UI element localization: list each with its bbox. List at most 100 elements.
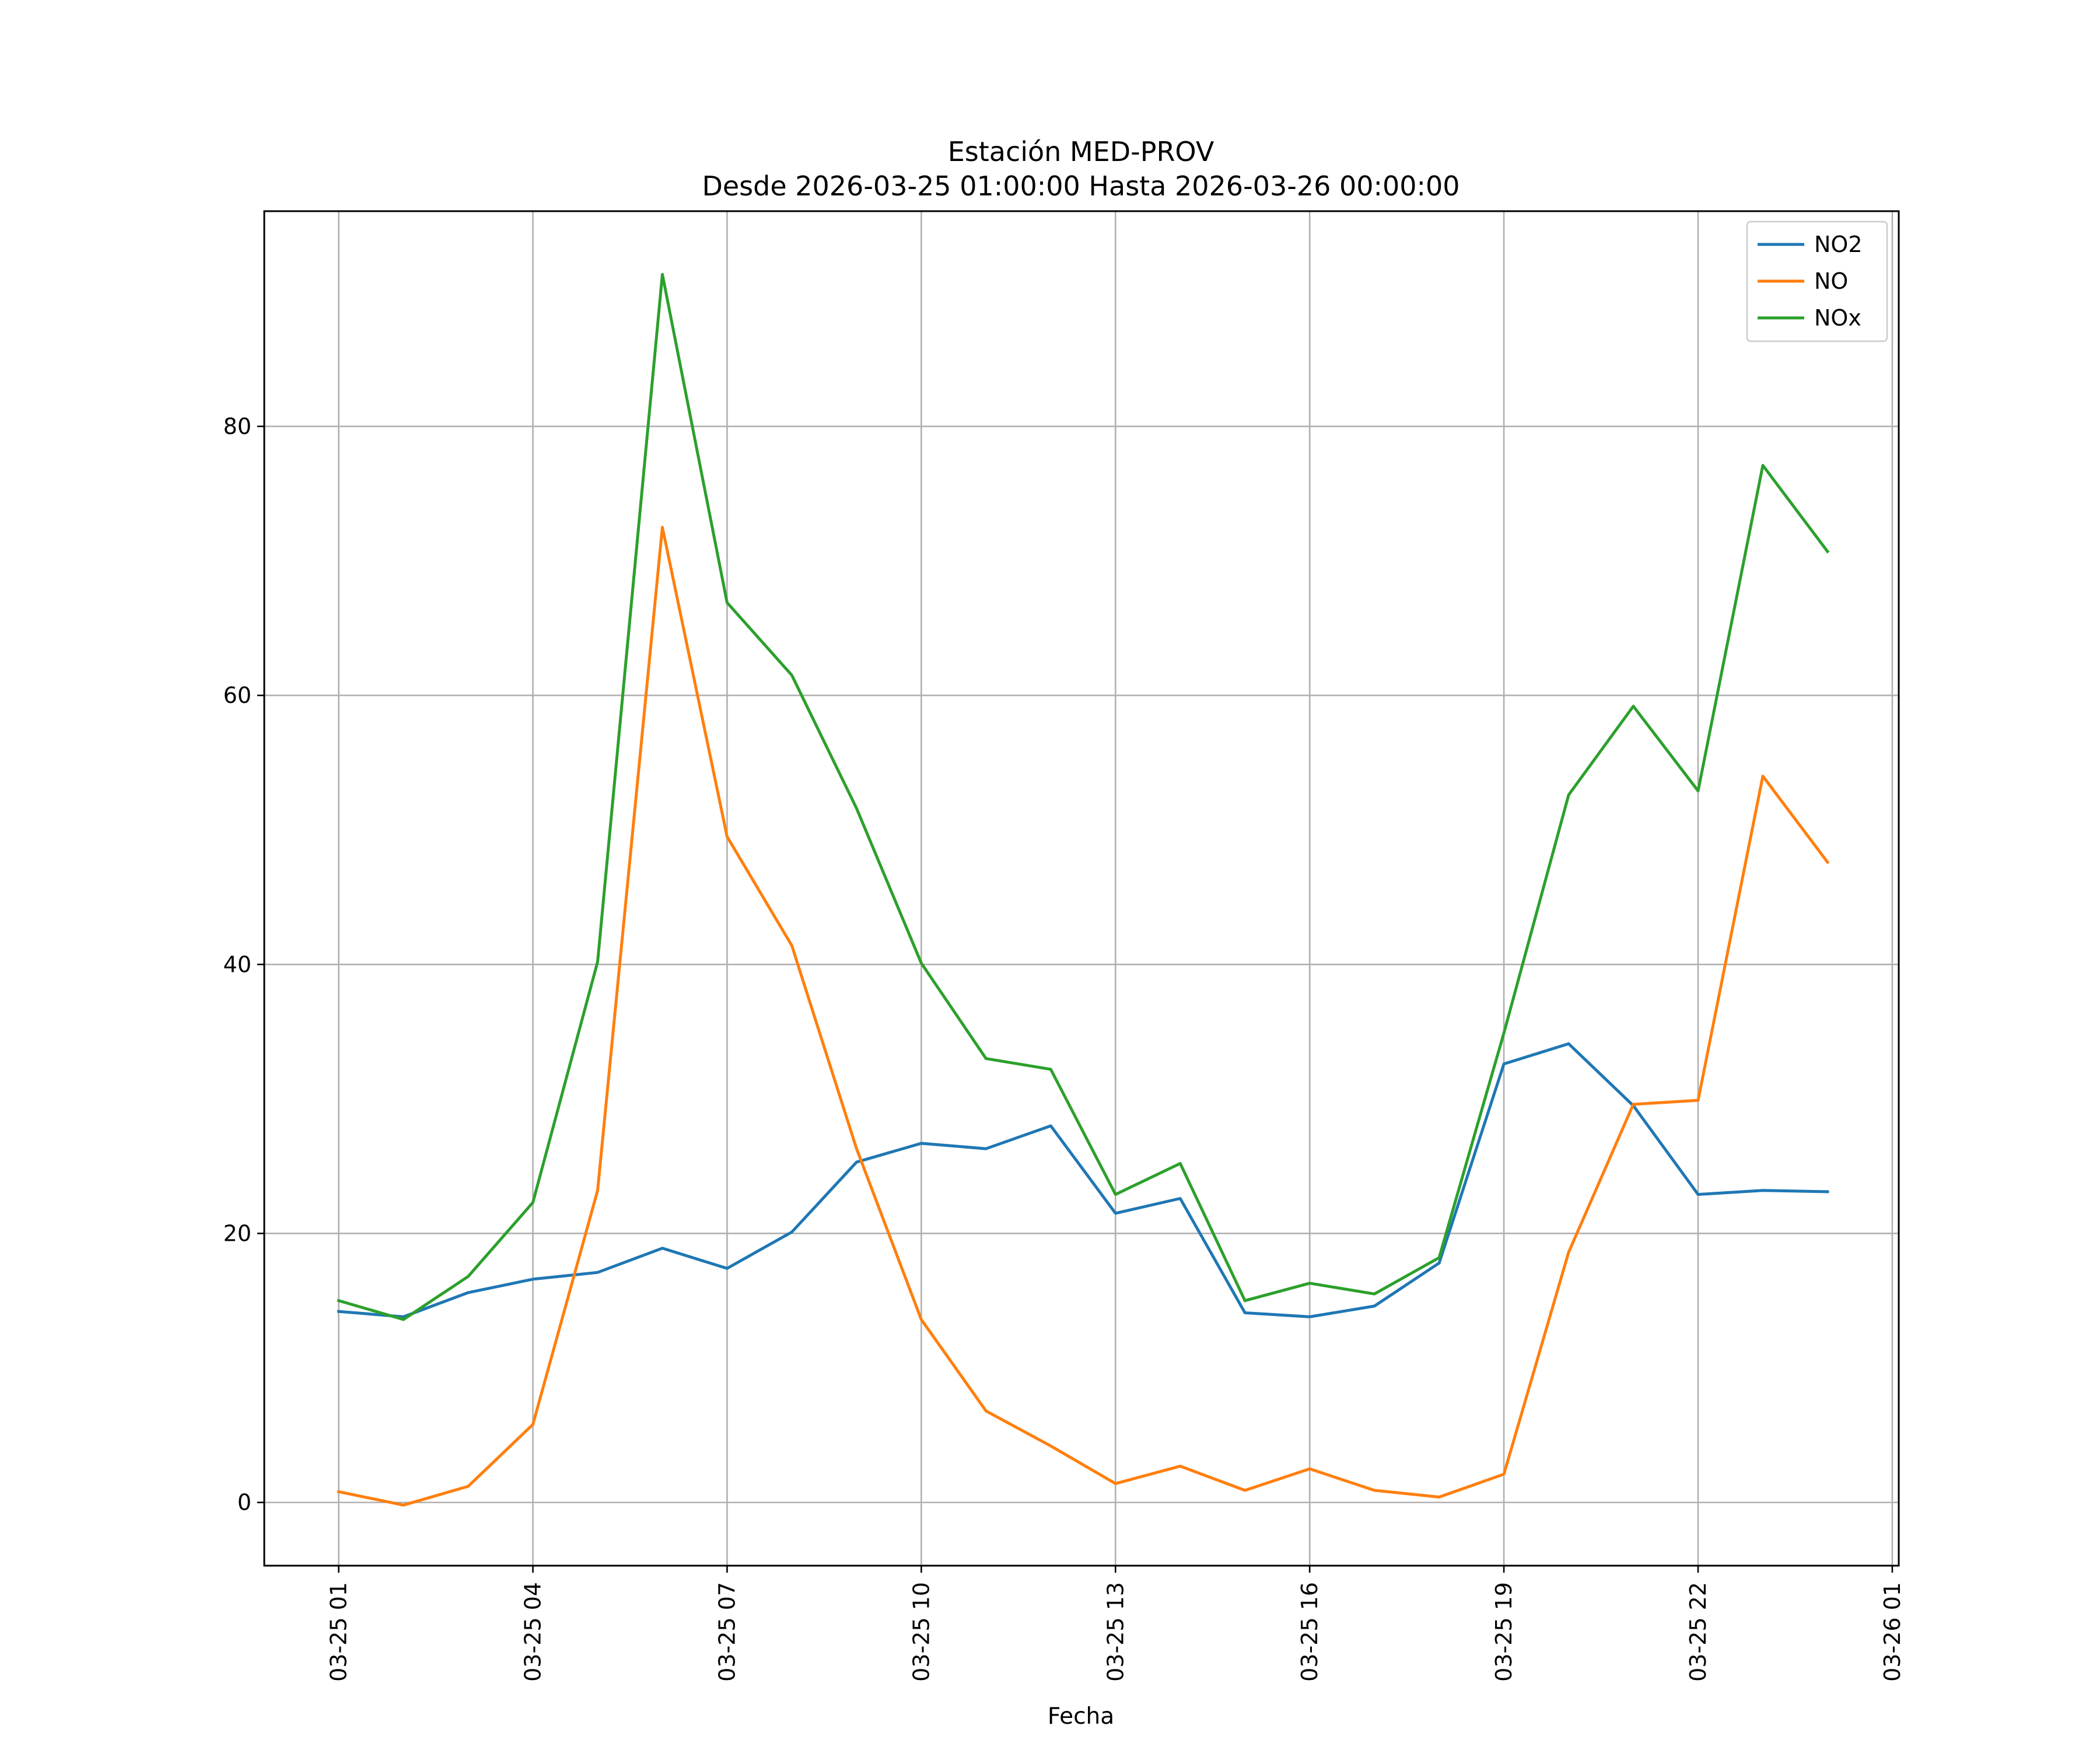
data-point (1567, 1042, 1570, 1045)
legend-label-no: NO (1814, 268, 1848, 294)
data-point (596, 1189, 599, 1192)
data-point (1696, 1193, 1700, 1196)
y-tick-label: 60 (223, 682, 251, 708)
data-point (1178, 1464, 1182, 1468)
data-point (725, 1266, 729, 1270)
data-point (984, 1057, 988, 1060)
x-tick-label: 03-25 16 (1297, 1582, 1322, 1682)
data-point (467, 1485, 470, 1488)
data-point (919, 1142, 923, 1145)
data-point (1761, 464, 1765, 467)
data-point (1761, 774, 1765, 778)
data-point (531, 1278, 535, 1281)
data-point (1243, 1299, 1247, 1303)
data-point (1308, 1467, 1311, 1471)
series-line-no2 (337, 1042, 1829, 1318)
x-axis-ticks: 03-25 01 03-25 04 03-25 07 03-25 10 03-25 13… (326, 1566, 1905, 1682)
data-point (596, 960, 599, 964)
x-tick-label: 03-25 22 (1685, 1582, 1711, 1682)
data-point (467, 1291, 470, 1294)
series-nox (337, 272, 1830, 1321)
y-tick-label: 20 (223, 1220, 251, 1246)
data-point (1502, 1031, 1506, 1035)
data-point (1437, 1495, 1441, 1499)
y-tick-label: 0 (237, 1490, 251, 1516)
data-point (1632, 1102, 1635, 1106)
data-point (467, 1275, 470, 1278)
data-point (984, 1147, 988, 1150)
x-tick-label: 03-25 10 (908, 1582, 934, 1682)
data-point (1243, 1489, 1247, 1492)
y-tick-label: 80 (223, 414, 251, 439)
data-point (1696, 1098, 1700, 1102)
data-point (1437, 1261, 1441, 1265)
data-point (1437, 1256, 1441, 1259)
x-tick-label: 03-26 01 (1880, 1582, 1905, 1682)
legend-box (1746, 220, 1888, 342)
data-point (660, 526, 664, 529)
data-point (1308, 1282, 1311, 1285)
x-tick-label: 03-25 04 (520, 1582, 546, 1682)
data-point (1373, 1489, 1376, 1492)
data-point (1502, 1062, 1506, 1066)
gridlines (264, 211, 1899, 1566)
data-point (1114, 1212, 1117, 1215)
data-point (919, 1318, 923, 1321)
data-point (1502, 1472, 1506, 1476)
legend-label-nox: NOx (1814, 305, 1861, 331)
data-point (790, 1230, 793, 1234)
data-point (1373, 1304, 1376, 1308)
x-tick-label: 03-25 07 (714, 1582, 740, 1682)
data-point (1826, 860, 1829, 864)
y-tick-label: 40 (223, 951, 251, 977)
data-point (855, 807, 858, 810)
series-no (337, 526, 1830, 1507)
data-point (1632, 705, 1635, 708)
x-axis-label: Fecha (1048, 1703, 1114, 1730)
data-point (1761, 1189, 1765, 1192)
data-point (1373, 1292, 1376, 1296)
data-point (1826, 550, 1829, 553)
data-point (1178, 1162, 1182, 1166)
data-point (1049, 1068, 1052, 1071)
data-point (855, 1160, 858, 1164)
data-point (1049, 1124, 1052, 1128)
data-point (855, 1147, 858, 1150)
data-point (402, 1503, 405, 1507)
chart-subtitle: Desde 2026-03-25 01:00:00 Hasta 2026-03-… (702, 170, 1460, 202)
data-point (1826, 1190, 1829, 1194)
data-point (1178, 1197, 1182, 1200)
series-lines (337, 272, 1830, 1507)
series-line-no (337, 526, 1830, 1507)
data-point (337, 1490, 341, 1493)
data-point (402, 1318, 405, 1321)
data-point (660, 1247, 664, 1250)
data-point (919, 961, 923, 965)
x-tick-label: 03-25 01 (326, 1582, 352, 1682)
y-axis-ticks: 0 20 40 60 80 (223, 414, 264, 1516)
data-point (1567, 1251, 1570, 1254)
data-point (1114, 1193, 1117, 1196)
series-line-nox (337, 272, 1830, 1321)
x-tick-label: 03-25 19 (1491, 1582, 1517, 1682)
chart-title: Estación MED-PROV (948, 136, 1214, 167)
data-point (790, 944, 793, 947)
series-no2 (337, 1042, 1829, 1318)
data-point (1243, 1311, 1247, 1314)
x-tick-label: 03-25 13 (1102, 1582, 1128, 1682)
legend-label-no2: NO2 (1814, 232, 1863, 257)
data-point (1567, 793, 1570, 797)
data-point (725, 601, 729, 604)
data-point (531, 1200, 535, 1204)
plot-frame (263, 210, 1900, 1567)
data-point (1049, 1444, 1052, 1448)
data-point (984, 1409, 988, 1413)
data-point (725, 835, 729, 838)
data-point (337, 1299, 341, 1303)
data-point (1114, 1482, 1117, 1485)
data-point (1308, 1315, 1311, 1318)
data-point (531, 1423, 535, 1426)
data-point (660, 272, 664, 276)
data-point (1696, 789, 1700, 793)
